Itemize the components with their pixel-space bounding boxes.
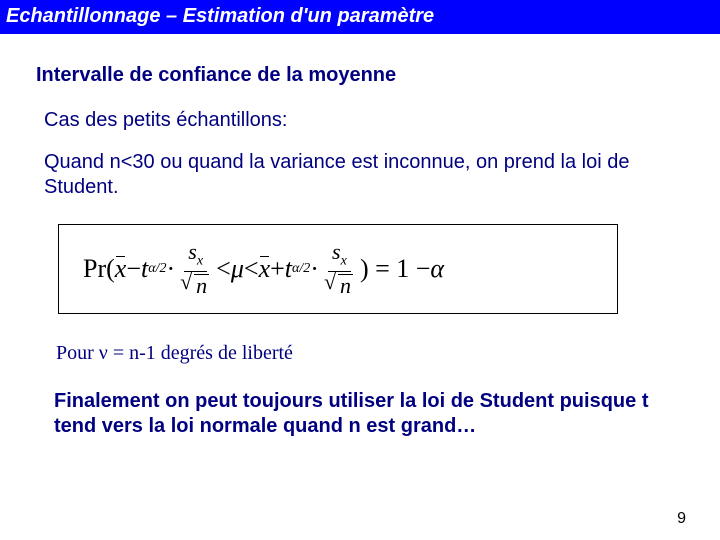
sx2-numsub: x <box>341 254 347 269</box>
t-2: t <box>285 254 292 284</box>
dof-text: Pour ν = n-1 degrés de liberté <box>56 342 293 364</box>
sx1-numsub: x <box>197 254 203 269</box>
section-title: Intervalle de confiance de la moyenne <box>36 64 720 87</box>
sqrt-n-2: n <box>338 274 353 297</box>
sqrt-1: n <box>182 274 209 297</box>
fraction-2: sx n <box>322 241 357 296</box>
confidence-interval-formula: Pr( x − tα/2 · sx n < μ < x + tα/2 · sx … <box>83 241 444 296</box>
minus-1: − <box>126 254 141 284</box>
degrees-of-freedom: Pour ν = n-1 degrés de liberté <box>56 342 720 365</box>
sqrt-2: n <box>326 274 353 297</box>
lt-1: < <box>216 254 231 284</box>
sqrt-n-1: n <box>194 274 209 297</box>
plus-1: + <box>270 254 285 284</box>
close-eq: ) = 1 − <box>360 254 430 284</box>
dot-1: · <box>166 254 175 284</box>
slide-header: Echantillonnage – Estimation d'un paramè… <box>0 0 720 34</box>
page-number: 9 <box>677 510 686 528</box>
fraction-1: sx n <box>178 241 213 296</box>
xbar-1: x <box>115 254 127 284</box>
header-title: Echantillonnage – Estimation d'un paramè… <box>6 5 434 27</box>
alpha: α <box>430 254 444 284</box>
sx2-num: s <box>332 239 341 264</box>
pr-open: Pr( <box>83 254 115 284</box>
mu: μ <box>231 254 244 284</box>
body-paragraph: Quand n<30 ou quand la variance est inco… <box>44 150 676 200</box>
t-sub-2: α/2 <box>292 261 310 277</box>
final-remark: Finalement on peut toujours utiliser la … <box>54 389 666 439</box>
sx1-num: s <box>188 239 197 264</box>
subtitle: Cas des petits échantillons: <box>44 109 720 132</box>
t-1: t <box>141 254 148 284</box>
xbar-2: x <box>259 254 271 284</box>
formula-box: Pr( x − tα/2 · sx n < μ < x + tα/2 · sx … <box>58 224 618 314</box>
dot-2: · <box>310 254 319 284</box>
lt-2: < <box>244 254 259 284</box>
t-sub-1: α/2 <box>148 261 166 277</box>
